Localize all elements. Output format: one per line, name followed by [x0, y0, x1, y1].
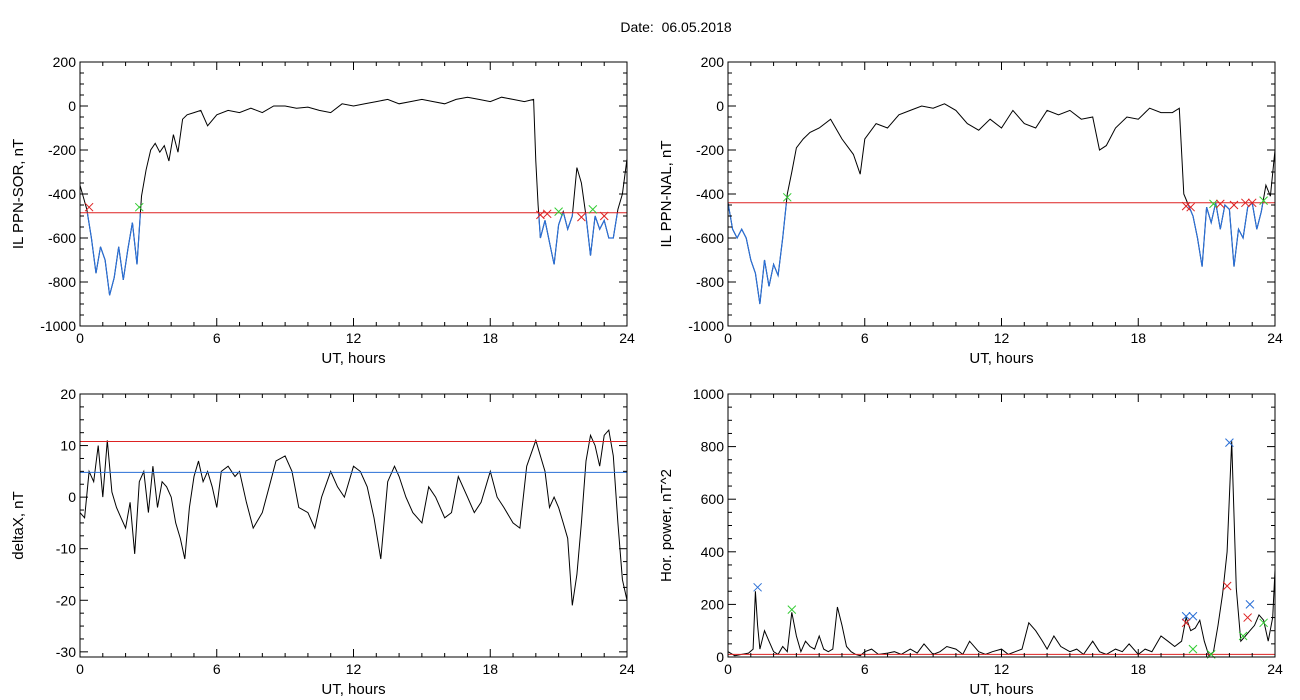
- marker-cross: [1229, 200, 1239, 210]
- x-tick-label: 0: [724, 330, 732, 346]
- marker-cross: [84, 202, 94, 212]
- y-tick-label: 0: [68, 489, 76, 505]
- marker-cross: [1225, 438, 1234, 448]
- y-tick-label: -600: [696, 230, 724, 246]
- marker-cross: [1188, 611, 1198, 621]
- marker-cross: [1188, 644, 1198, 654]
- axes-frame: [79, 393, 628, 658]
- y-tick-label: 10: [60, 438, 76, 454]
- y-axis-label: IL PPN-NAL, nT: [658, 141, 675, 248]
- y-tick-label: -10: [56, 541, 76, 557]
- chart-panel-nal: 0 6 12 18 24 -1000 -800 -600 -400 -200 0 200 UT, hou…: [658, 54, 1283, 367]
- axes-frame: [727, 61, 1276, 327]
- y-tick-label: 400: [701, 544, 725, 560]
- marker-cross: [1222, 581, 1232, 591]
- x-tick-label: 0: [76, 661, 84, 677]
- y-tick-label: -600: [48, 230, 76, 246]
- x-axis-label: UT, hours: [321, 350, 385, 367]
- y-axis-label: Hor. power, nT^2: [658, 469, 675, 582]
- marker-cross: [588, 205, 598, 214]
- x-axis-label: UT, hours: [969, 681, 1033, 698]
- x-tick-label: 12: [994, 661, 1010, 677]
- chart-panel-sor: 0 6 12 18 24 -1000 -800 -600 -400 -200 0 200 UT, hou…: [10, 54, 635, 367]
- y-tick-label: -400: [48, 186, 76, 202]
- x-tick-label: 0: [724, 661, 732, 677]
- marker-cross: [1238, 631, 1248, 641]
- x-tick-label: 12: [994, 330, 1010, 346]
- marker-cross: [1243, 613, 1253, 622]
- x-tick-label: 6: [861, 330, 869, 346]
- marker-cross: [753, 582, 762, 592]
- marker-cross: [1209, 199, 1218, 209]
- y-tick-label: 600: [701, 491, 725, 507]
- marker-cross: [1181, 611, 1191, 621]
- y-axis-label: deltaX, nT: [10, 491, 27, 559]
- x-tick-label: 6: [213, 661, 221, 677]
- y-tick-label: -1000: [688, 318, 724, 334]
- y-tick-label: 1000: [693, 386, 724, 402]
- marker-cross: [787, 605, 797, 615]
- y-tick-label: -1000: [40, 318, 76, 334]
- y-tick-label: -400: [696, 186, 724, 202]
- series-line: [80, 96, 627, 296]
- y-tick-label: 20: [60, 386, 76, 402]
- marker-cross: [542, 209, 552, 219]
- y-tick-label: 0: [68, 98, 76, 114]
- marker-cross: [134, 202, 144, 212]
- x-tick-label: 6: [861, 661, 869, 677]
- marker-cross: [1259, 196, 1268, 205]
- marker-cross: [1186, 202, 1196, 212]
- series-line: [728, 103, 1275, 305]
- y-tick-label: 0: [716, 649, 724, 665]
- y-tick-label: 200: [701, 54, 725, 70]
- marker-cross: [554, 207, 563, 216]
- x-tick-label: 12: [346, 661, 362, 677]
- marker-cross: [782, 192, 792, 202]
- x-tick-label: 18: [1130, 330, 1146, 346]
- y-tick-label: -800: [48, 274, 76, 290]
- y-axis-label: IL PPN-SOR, nT: [10, 139, 27, 249]
- x-tick-label: 24: [619, 661, 635, 677]
- marker-cross: [1215, 199, 1225, 209]
- chart-panel-deltax: 0 6 12 18 24 -30 -20 -10 0 10 20 UT, hours deltaX, n…: [10, 386, 635, 698]
- x-tick-label: 0: [76, 330, 84, 346]
- x-tick-label: 18: [482, 330, 498, 346]
- x-tick-label: 24: [1267, 330, 1283, 346]
- x-tick-label: 12: [346, 330, 362, 346]
- axes-frame: [727, 393, 1276, 658]
- y-tick-label: -800: [696, 274, 724, 290]
- marker-cross: [1247, 198, 1257, 208]
- x-axis-label: UT, hours: [969, 350, 1033, 367]
- marker-cross: [1245, 600, 1255, 609]
- marker-cross: [1181, 618, 1191, 628]
- x-tick-label: 18: [1130, 661, 1146, 677]
- y-tick-label: -30: [56, 644, 76, 660]
- y-tick-label: -200: [48, 142, 76, 158]
- y-tick-label: -200: [696, 142, 724, 158]
- marker-cross: [577, 212, 586, 222]
- y-tick-label: 0: [716, 98, 724, 114]
- axes-frame: [79, 61, 628, 327]
- x-tick-label: 24: [1267, 661, 1283, 677]
- y-tick-label: 200: [53, 54, 77, 70]
- substorm-line: [86, 212, 618, 296]
- y-tick-label: 800: [701, 439, 725, 455]
- x-tick-label: 18: [482, 661, 498, 677]
- chart-panel-power: 0 6 12 18 24 0 200 400 600 800 1000 UT, hours Hor. p…: [658, 386, 1283, 698]
- page-title: Date: 06.05.2018: [620, 19, 732, 35]
- marker-cross: [599, 211, 609, 221]
- series-line: [80, 428, 627, 606]
- substorm-line: [728, 202, 1264, 305]
- series-line: [728, 441, 1275, 657]
- x-tick-label: 24: [619, 330, 635, 346]
- x-axis-label: UT, hours: [321, 681, 385, 698]
- marker-cross: [1241, 198, 1250, 208]
- y-tick-label: -20: [56, 592, 76, 608]
- y-tick-label: 200: [701, 596, 725, 612]
- marker-cross: [1259, 618, 1268, 628]
- x-tick-label: 6: [213, 330, 221, 346]
